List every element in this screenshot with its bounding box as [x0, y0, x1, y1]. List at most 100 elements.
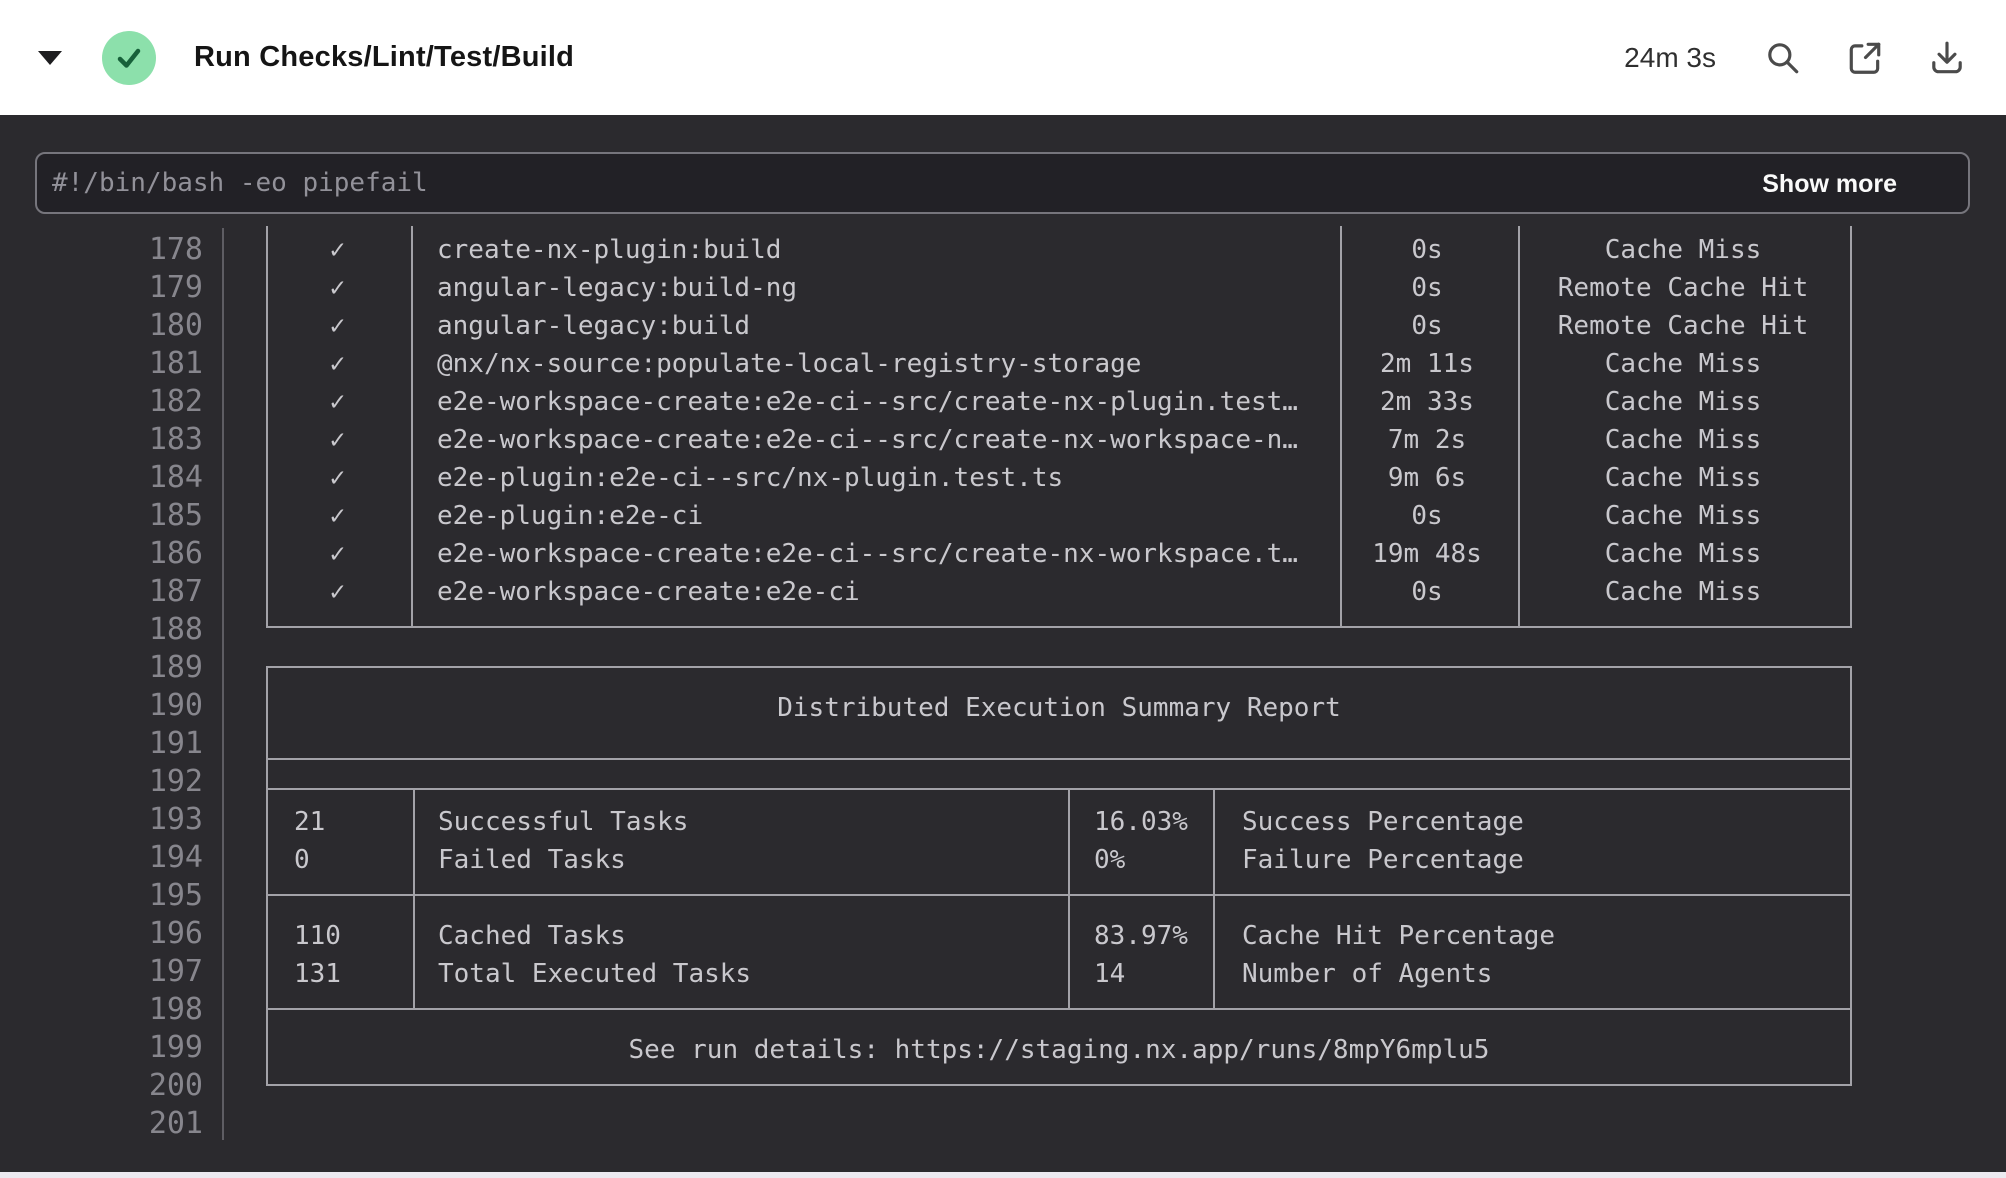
- line-number[interactable]: 192: [148, 764, 203, 799]
- task-cache-status: Cache Miss: [1604, 539, 1762, 569]
- task-row: ✓ angular-legacy:build 0s Remote Cache H…: [266, 307, 1852, 345]
- stat-row: 110 Cached Tasks 83.97% Cache Hit Percen…: [268, 917, 1850, 955]
- task-success-check-icon: ✓: [329, 463, 346, 493]
- task-duration: 0s: [1411, 273, 1443, 303]
- step-title: Run Checks/Lint/Test/Build: [194, 41, 575, 73]
- task-success-check-icon: ✓: [329, 425, 346, 455]
- task-name: e2e-plugin:e2e-ci: [437, 501, 704, 531]
- stat-label: Total Executed Tasks: [438, 959, 752, 989]
- task-success-check-icon: ✓: [329, 501, 346, 531]
- show-more-button[interactable]: Show more: [1756, 154, 1903, 214]
- task-table-divider: [411, 226, 413, 626]
- step-duration: 24m 3s: [1624, 41, 1716, 73]
- summary-stats-block-2: 110 Cached Tasks 83.97% Cache Hit Percen…: [266, 894, 1852, 1010]
- task-name: angular-legacy:build-ng: [437, 273, 798, 303]
- task-table-divider: [1340, 226, 1342, 626]
- task-name: e2e-plugin:e2e-ci--src/nx-plugin.test.ts: [437, 463, 1064, 493]
- task-row: ✓ create-nx-plugin:build 0s Cache Miss: [266, 231, 1852, 269]
- task-success-check-icon: ✓: [329, 235, 346, 265]
- stat-label: Successful Tasks: [438, 807, 689, 837]
- stat-value: 110: [294, 921, 341, 951]
- line-number[interactable]: 195: [148, 878, 203, 913]
- chevron-down-icon[interactable]: [38, 50, 62, 65]
- status-badge: [102, 30, 156, 85]
- check-icon: [117, 48, 141, 68]
- stat-percentage: 0%: [1094, 845, 1126, 875]
- stats-divider: [1213, 896, 1215, 1008]
- line-number[interactable]: 190: [148, 688, 203, 723]
- open-in-new-icon[interactable]: [1846, 39, 1884, 77]
- line-number[interactable]: 193: [148, 802, 203, 837]
- task-cache-status: Remote Cache Hit: [1557, 311, 1809, 341]
- task-row: ✓ e2e-plugin:e2e-ci--src/nx-plugin.test.…: [266, 459, 1852, 497]
- stat-percentage-label: Cache Hit Percentage: [1242, 921, 1556, 951]
- line-number[interactable]: 200: [148, 1068, 203, 1103]
- task-success-check-icon: ✓: [329, 311, 346, 341]
- task-duration: 19m 48s: [1372, 539, 1482, 569]
- task-row: ✓ e2e-workspace-create:e2e-ci--src/creat…: [266, 535, 1852, 573]
- gutter-divider: [222, 228, 224, 1140]
- line-number[interactable]: 182: [148, 384, 203, 419]
- run-details-text: See run details: https://staging.nx.app/…: [628, 1035, 1490, 1065]
- stats-divider: [413, 790, 415, 894]
- stats-divider: [1213, 790, 1215, 894]
- line-number[interactable]: 199: [148, 1030, 203, 1065]
- line-number[interactable]: 189: [148, 650, 203, 685]
- line-number[interactable]: 184: [148, 460, 203, 495]
- line-number[interactable]: 196: [148, 916, 203, 951]
- task-cache-status: Cache Miss: [1604, 463, 1762, 493]
- stat-percentage-label: Success Percentage: [1242, 807, 1524, 837]
- stat-row: 131 Total Executed Tasks 14 Number of Ag…: [268, 955, 1850, 993]
- line-number[interactable]: 185: [148, 498, 203, 533]
- line-number[interactable]: 187: [148, 574, 203, 609]
- task-name: create-nx-plugin:build: [437, 235, 782, 265]
- task-name: e2e-workspace-create:e2e-ci--src/create-…: [437, 387, 1298, 417]
- line-number[interactable]: 197: [148, 954, 203, 989]
- stat-label: Failed Tasks: [438, 845, 626, 875]
- task-cache-status: Cache Miss: [1604, 577, 1762, 607]
- line-number[interactable]: 201: [148, 1106, 203, 1141]
- stat-row: 21 Successful Tasks 16.03% Success Perce…: [268, 803, 1850, 841]
- line-number[interactable]: 178: [148, 232, 203, 267]
- stat-value: 131: [294, 959, 341, 989]
- task-duration: 0s: [1411, 235, 1443, 265]
- task-cache-status: Cache Miss: [1604, 501, 1762, 531]
- stats-divider: [413, 896, 415, 1008]
- line-number[interactable]: 179: [148, 270, 203, 305]
- summary-stats-block-1: 21 Successful Tasks 16.03% Success Perce…: [266, 788, 1852, 896]
- search-icon[interactable]: [1764, 39, 1802, 77]
- download-icon[interactable]: [1928, 39, 1966, 77]
- line-number[interactable]: 183: [148, 422, 203, 457]
- task-name: e2e-workspace-create:e2e-ci: [437, 577, 860, 607]
- command-text: #!/bin/bash -eo pipefail: [52, 168, 428, 198]
- task-success-check-icon: ✓: [329, 577, 346, 607]
- line-number-gutter: 178 179 180 181 182 183 184 185 186 187 …: [0, 231, 203, 1143]
- line-number[interactable]: 191: [148, 726, 203, 761]
- line-number[interactable]: 194: [148, 840, 203, 875]
- task-row: ✓ e2e-plugin:e2e-ci 0s Cache Miss: [266, 497, 1852, 535]
- task-cache-status: Cache Miss: [1604, 425, 1762, 455]
- task-table-divider: [1518, 226, 1520, 626]
- line-number[interactable]: 180: [148, 308, 203, 343]
- line-number[interactable]: 198: [148, 992, 203, 1027]
- step-header: Run Checks/Lint/Test/Build 24m 3s: [0, 0, 2006, 115]
- task-duration: 2m 33s: [1380, 387, 1474, 417]
- line-number[interactable]: 181: [148, 346, 203, 381]
- task-duration: 0s: [1411, 577, 1443, 607]
- task-row: ✓ e2e-workspace-create:e2e-ci--src/creat…: [266, 421, 1852, 459]
- stat-row: 0 Failed Tasks 0% Failure Percentage: [268, 841, 1850, 879]
- task-duration: 9m 6s: [1387, 463, 1467, 493]
- task-row: ✓ e2e-workspace-create:e2e-ci 0s Cache M…: [266, 573, 1852, 611]
- run-details-row: See run details: https://staging.nx.app/…: [266, 1008, 1852, 1086]
- line-number[interactable]: 188: [148, 612, 203, 647]
- task-table: [266, 226, 1852, 628]
- task-duration: 0s: [1411, 501, 1443, 531]
- log-panel: #!/bin/bash -eo pipefail Show more 178 1…: [0, 115, 2006, 1172]
- task-duration: 2m 11s: [1380, 349, 1474, 379]
- stats-divider: [1068, 790, 1070, 894]
- task-row: ✓ angular-legacy:build-ng 0s Remote Cach…: [266, 269, 1852, 307]
- task-cache-status: Cache Miss: [1604, 235, 1762, 265]
- stat-value: 21: [294, 807, 326, 837]
- line-number[interactable]: 186: [148, 536, 203, 571]
- summary-spacer-row: [266, 758, 1852, 790]
